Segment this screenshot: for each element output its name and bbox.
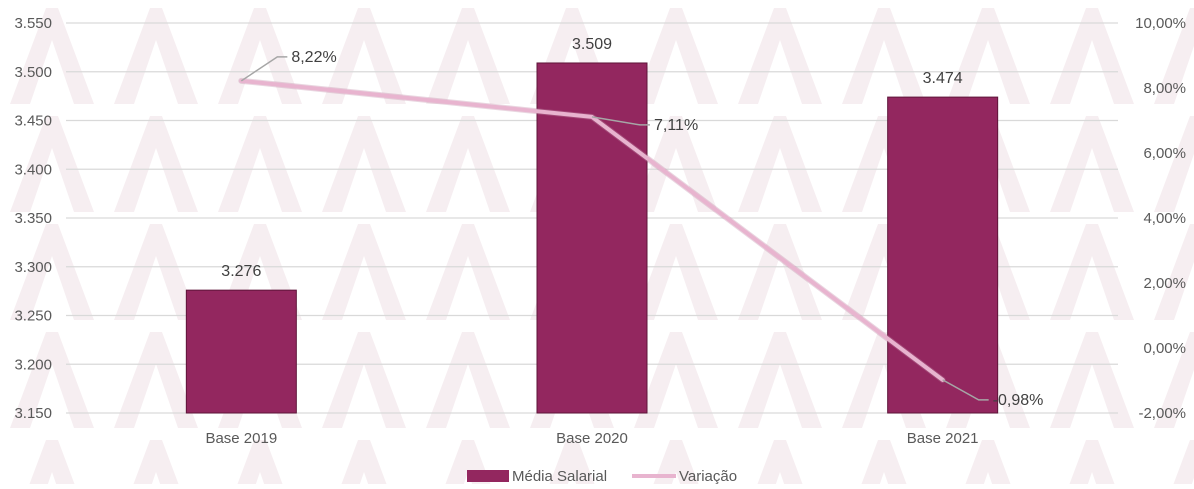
legend-swatch-media-salarial	[467, 470, 509, 482]
line-value-label: 7,11%	[654, 117, 698, 134]
right-axis-tick-label: 8,00%	[1143, 80, 1186, 97]
right-axis-tick-label: 0,00%	[1143, 340, 1186, 357]
category-label: Base 2021	[907, 430, 979, 447]
left-axis-tick-label: 3.400	[14, 161, 52, 178]
right-axis-tick-label: 6,00%	[1143, 145, 1186, 162]
bar-value-label: 3.276	[221, 263, 261, 280]
category-label: Base 2020	[556, 430, 628, 447]
right-axis-tick-label: -2,00%	[1138, 405, 1186, 422]
left-axis-tick-label: 3.250	[14, 308, 52, 325]
legend-label-media-salarial: Média Salarial	[512, 468, 607, 484]
left-axis-tick-label: 3.300	[14, 259, 52, 276]
bar-value-label: 3.474	[923, 70, 963, 87]
left-axis-tick-label: 3.500	[14, 64, 52, 81]
right-axis-tick-label: 4,00%	[1143, 210, 1186, 227]
leader-line	[942, 379, 989, 401]
left-axis-tick-label: 3.200	[14, 356, 52, 373]
left-axis-tick-label: 3.550	[14, 15, 52, 32]
right-axis-tick-label: 2,00%	[1143, 275, 1186, 292]
line-value-label: 8,22%	[291, 49, 336, 66]
line-value-label: -0,98%	[993, 392, 1044, 409]
right-axis-tick-label: 10,00%	[1135, 15, 1186, 32]
left-axis-tick-label: 3.350	[14, 210, 52, 227]
bar-base-2019	[185, 289, 297, 414]
leader-line	[240, 56, 288, 82]
left-axis-tick-label: 3.150	[14, 405, 52, 422]
bar-value-label: 3.509	[572, 36, 612, 53]
leader-line	[591, 116, 650, 126]
legend-label-variacao: Variação	[679, 468, 737, 484]
category-label: Base 2019	[205, 430, 277, 447]
left-axis-tick-label: 3.450	[14, 113, 52, 130]
bar-base-2021	[887, 96, 999, 414]
bar-base-2020	[536, 62, 648, 414]
